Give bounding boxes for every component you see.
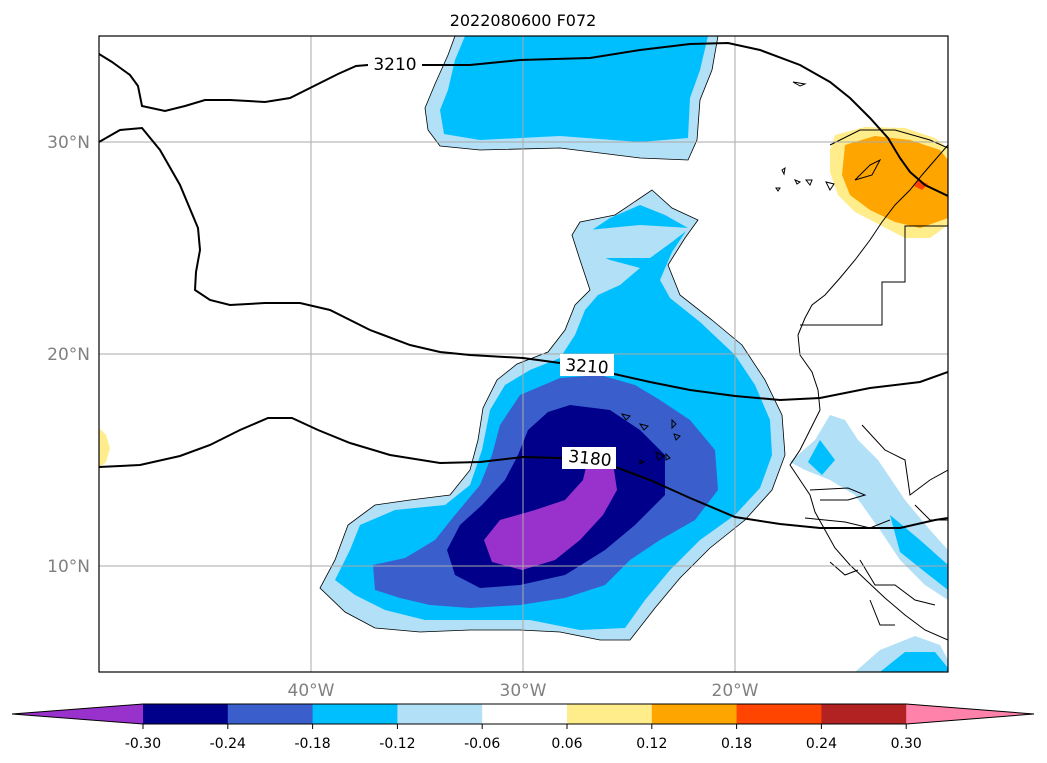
coastlines (620, 81, 948, 641)
colorbar-tick-label: 0.24 (806, 736, 837, 752)
lon-label-20w: 20°W (712, 681, 759, 701)
colorbar-tick-label: 0.12 (636, 736, 667, 752)
colorbar-tick-label: -0.30 (125, 736, 161, 752)
lat-label-20n: 20°N (47, 345, 90, 365)
colorbar-bin (821, 704, 907, 724)
colorbar-bin (312, 704, 398, 724)
colorbar: -0.30 -0.24 -0.18 -0.12 -0.06 0.06 0.12 0.18 0.2… (11, 703, 1035, 752)
colorbar-tick-label: 0.30 (891, 736, 922, 752)
colorbar-bin (651, 704, 738, 724)
lon-label-30w: 30°W (500, 681, 547, 701)
graticule (99, 36, 948, 672)
map-panel: 3210 3210 3180 (99, 36, 948, 672)
anomaly-positive-canary (830, 127, 948, 238)
colorbar-bin (397, 704, 483, 724)
map-frame (98, 35, 949, 673)
colorbar-tick-label: 0.18 (721, 736, 752, 752)
colorbar-bin (736, 704, 822, 724)
colorbar-extend-high (906, 704, 1034, 724)
colorbar-bin (143, 704, 229, 724)
contour-label-3180: 3180 (567, 447, 612, 471)
contour-label-3210-central: 3210 (565, 356, 610, 379)
height-contours (99, 41, 948, 529)
colorbar-tick-label: 0.06 (551, 736, 582, 752)
contour-label-3210-north: 3210 (373, 55, 416, 75)
anomaly-central-blob (319, 189, 786, 641)
colorbar-bin (482, 704, 568, 724)
colorbar-extend-low (12, 704, 143, 724)
colorbar-tick-label: -0.12 (379, 736, 415, 752)
lat-label-30n: 30°N (47, 133, 90, 153)
lon-label-40w: 40°W (288, 681, 335, 701)
anomaly-north-blob (424, 36, 719, 161)
anomaly-positive-west-edge (99, 428, 110, 468)
colorbar-bin (227, 704, 314, 724)
colorbar-bin (567, 704, 653, 724)
figure-title: 2022080600 F072 (450, 11, 597, 30)
lat-label-10n: 10°N (47, 557, 90, 577)
anomaly-coastal-blobs (790, 415, 948, 672)
colorbar-tick-label: -0.18 (294, 736, 330, 752)
colorbar-tick-label: -0.06 (464, 736, 500, 752)
colorbar-tick-label: -0.24 (210, 736, 246, 752)
